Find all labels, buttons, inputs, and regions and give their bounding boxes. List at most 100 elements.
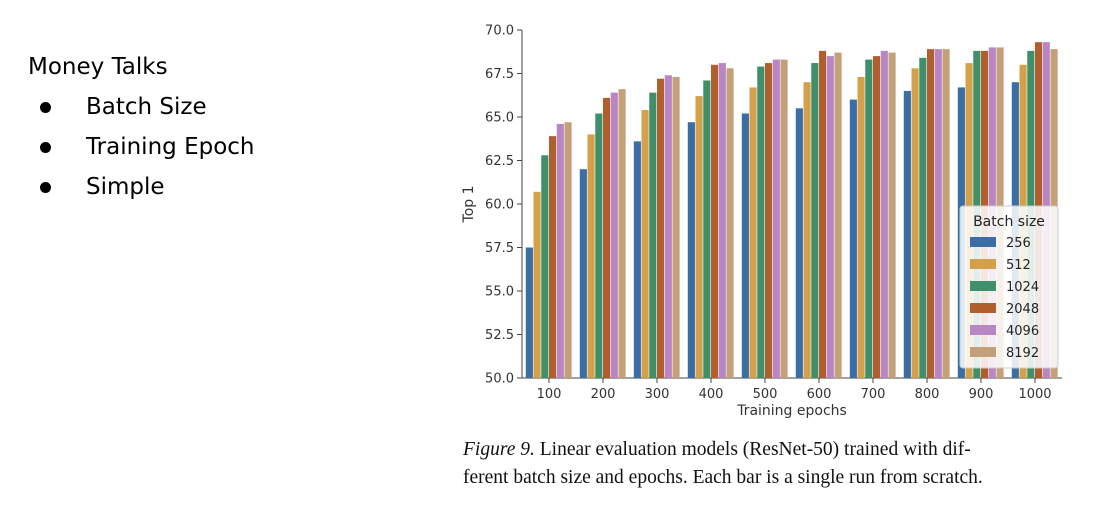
bar <box>726 68 734 378</box>
legend-entry: 4096 <box>1006 324 1039 339</box>
x-tick-label: 700 <box>861 387 886 402</box>
bar <box>641 110 649 378</box>
bar <box>718 63 726 379</box>
legend-swatch <box>970 237 996 247</box>
legend-swatch <box>970 259 996 269</box>
legend-entry: 256 <box>1006 236 1031 251</box>
chart: 50.0 52.5 55.0 57.5 60.0 62.5 65.0 67.5 70.0 100 2… <box>450 12 1070 427</box>
bar <box>757 66 765 378</box>
x-tick-label: 1000 <box>1018 387 1051 402</box>
bullet-item: Simple <box>28 172 428 212</box>
y-axis-title: Top 1 <box>461 186 477 224</box>
figure-label: Figure 9. <box>463 439 535 460</box>
bar <box>803 82 811 378</box>
bar <box>741 113 749 379</box>
caption-line-1: Figure 9. Linear evaluation models (ResN… <box>463 436 1083 464</box>
bar <box>873 56 881 378</box>
bar <box>765 63 773 379</box>
legend-title: Batch size <box>973 214 1045 230</box>
bullet-label: Batch Size <box>86 94 207 120</box>
bar <box>865 59 873 378</box>
bar <box>942 49 950 378</box>
y-tick-label: 65.0 <box>485 111 514 126</box>
bar <box>772 59 780 378</box>
bar <box>649 92 657 378</box>
y-tick-label: 52.5 <box>485 328 514 343</box>
x-tick-label: 300 <box>645 387 670 402</box>
bar <box>703 80 711 379</box>
x-tick-label: 200 <box>591 387 616 402</box>
legend-swatch <box>970 303 996 313</box>
bar <box>603 97 611 379</box>
x-tick-label: 800 <box>915 387 940 402</box>
bar <box>903 90 911 379</box>
bar <box>911 68 919 378</box>
bullet-item: Batch Size <box>28 92 428 132</box>
bar <box>672 76 680 378</box>
legend-entry: 8192 <box>1006 346 1039 361</box>
bar <box>834 52 842 379</box>
bar <box>618 89 626 378</box>
x-tick-label: 600 <box>807 387 832 402</box>
legend-swatch <box>970 281 996 291</box>
bar <box>633 141 641 378</box>
bar <box>610 92 618 378</box>
bar <box>595 113 603 379</box>
bar <box>795 108 803 379</box>
bar <box>657 78 665 378</box>
bar <box>880 50 888 378</box>
bar <box>711 64 719 379</box>
legend-entry: 512 <box>1006 258 1031 273</box>
bullet-label: Simple <box>86 174 165 200</box>
caption-text-1: Linear evaluation models (ResNet-50) tra… <box>539 439 971 460</box>
bullet-dot-icon <box>40 142 51 153</box>
bullet-item: Training Epoch <box>28 132 428 172</box>
bar <box>934 49 942 378</box>
bar <box>687 122 695 378</box>
bar <box>564 122 572 378</box>
y-tick-label: 55.0 <box>485 285 514 300</box>
bar <box>579 169 587 378</box>
bar <box>533 191 541 378</box>
bar <box>819 50 827 378</box>
bar <box>749 87 757 379</box>
bar <box>695 96 703 379</box>
x-tick-label: 400 <box>699 387 724 402</box>
y-tick-label: 62.5 <box>485 154 514 169</box>
bar <box>826 56 834 378</box>
bar <box>556 123 564 379</box>
legend-swatch <box>970 347 996 357</box>
legend-entry: 1024 <box>1006 280 1039 295</box>
bar <box>888 52 896 379</box>
figure-caption: Figure 9. Linear evaluation models (ResN… <box>463 436 1083 492</box>
bar <box>811 63 819 379</box>
bullet-dot-icon <box>40 182 51 193</box>
slide-heading: Money Talks <box>28 54 168 80</box>
bar <box>927 49 935 378</box>
bar <box>587 134 595 378</box>
caption-line-2: ferent batch size and epochs. Each bar i… <box>463 467 983 488</box>
bar <box>919 57 927 379</box>
legend-swatch <box>970 325 996 335</box>
bar <box>849 99 857 378</box>
y-tick-label: 57.5 <box>485 241 514 256</box>
y-tick-label: 70.0 <box>485 24 514 39</box>
bar <box>549 136 557 378</box>
y-tick-label: 50.0 <box>485 372 514 387</box>
bar <box>541 155 549 378</box>
legend-entry: 2048 <box>1006 302 1039 317</box>
y-tick-label: 60.0 <box>485 198 514 213</box>
bullet-list: Batch Size Training Epoch Simple <box>28 92 428 212</box>
x-axis-title: Training epochs <box>736 403 847 419</box>
x-tick-label: 900 <box>969 387 994 402</box>
bar-chart: 50.0 52.5 55.0 57.5 60.0 62.5 65.0 67.5 70.0 100 2… <box>461 24 1062 419</box>
bullet-label: Training Epoch <box>86 134 255 160</box>
y-tick-label: 67.5 <box>485 67 514 82</box>
bar <box>780 59 788 378</box>
slide-text: Money Talks Batch Size Training Epoch Si… <box>28 52 428 212</box>
x-tick-label: 100 <box>537 387 562 402</box>
x-tick-label: 500 <box>753 387 778 402</box>
bar <box>857 76 865 378</box>
bullet-dot-icon <box>40 102 51 113</box>
bar <box>525 247 533 378</box>
